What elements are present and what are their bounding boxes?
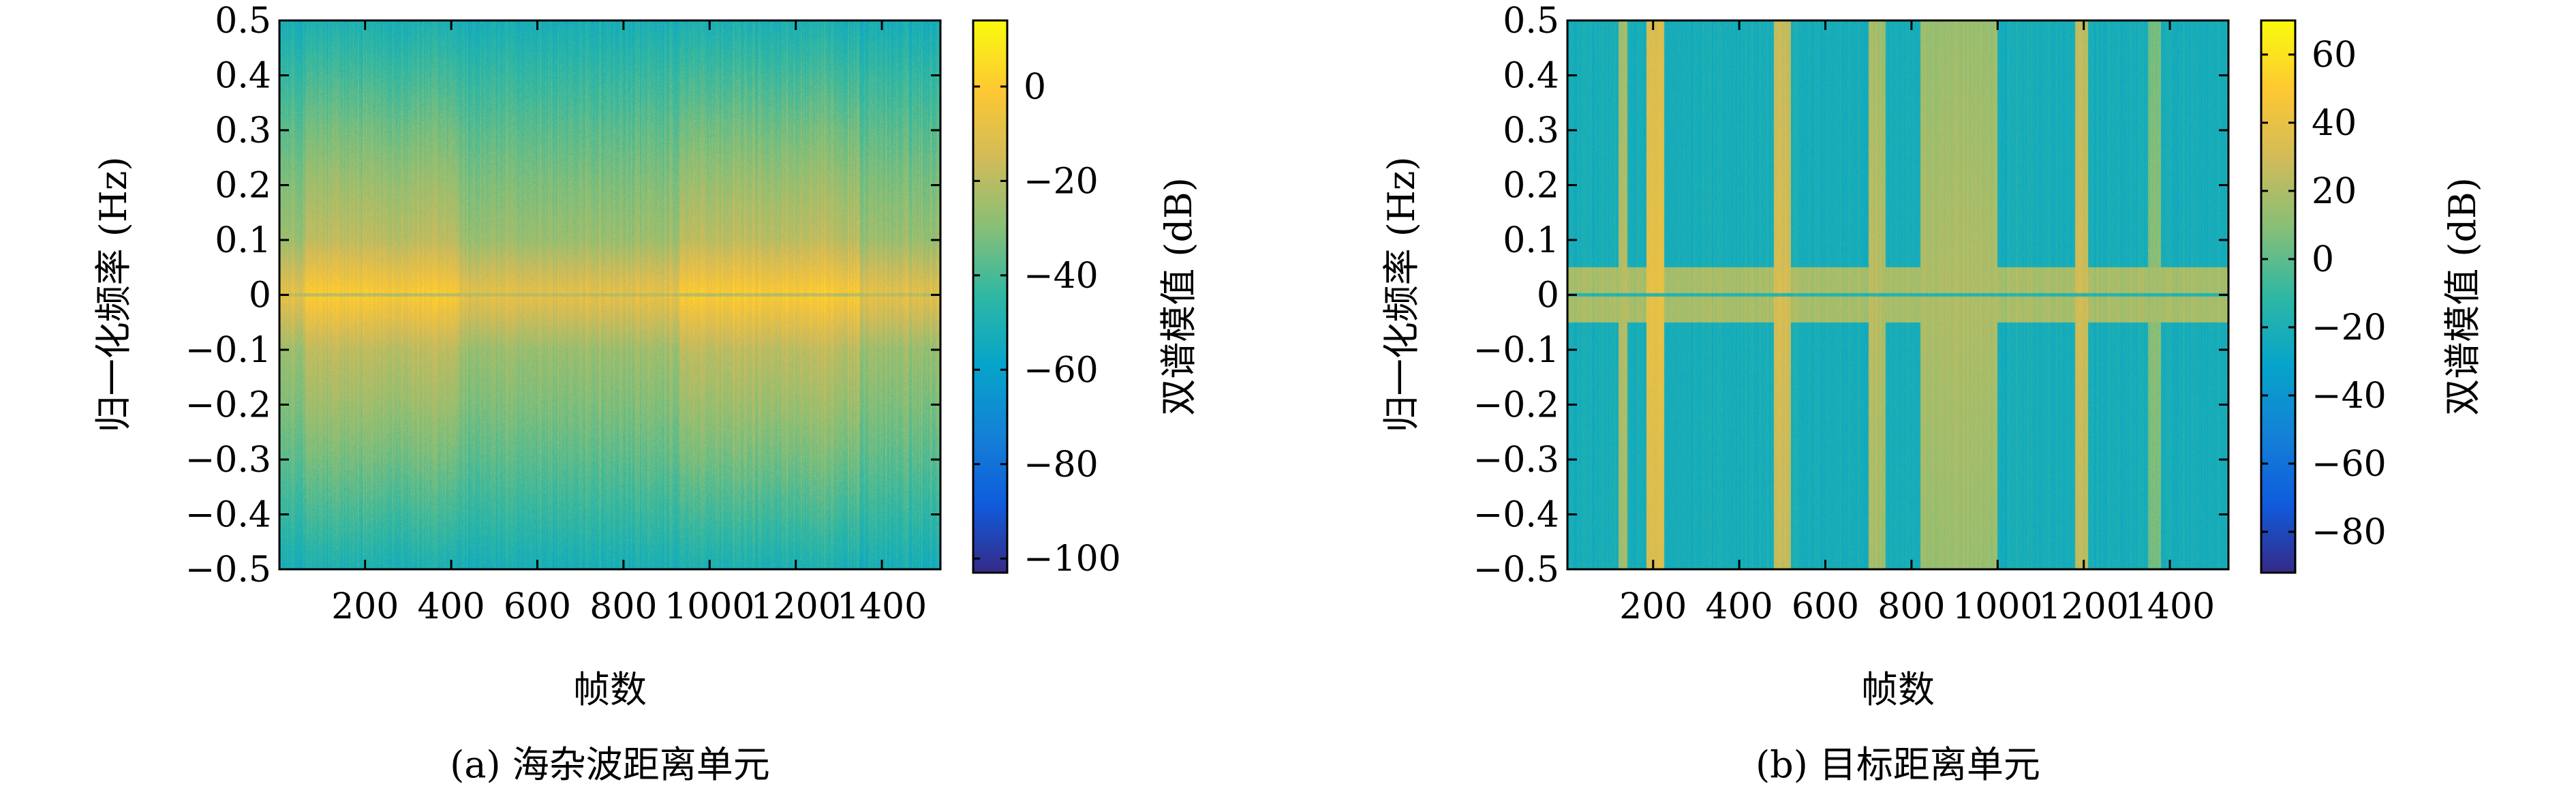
panel-a-y-axis: 0.5 0.4 0.3 0.2 0.1 0 −0.1 −0.2 −0.3 −0.4 −0.5 [185,1,940,590]
x-tick-label: 1200 [751,586,841,627]
y-tick-label: 0.4 [215,56,271,97]
panel-a-heatmap-container [279,20,940,569]
y-tick-label: 0 [1537,275,1559,316]
x-tick-label: 600 [1792,586,1859,627]
panel-a-colorbar [972,19,1009,574]
panel-b-y-axis-label: 归一化频率 (Hz) [1380,157,1423,433]
colorbar-tick-label: 60 [2312,35,2357,76]
panel-b-colorbar-ticks: 60 40 20 0 −20 −40 −60 −80 [2261,35,2387,553]
y-tick-label: −0.4 [1473,495,1559,536]
y-tick-label: −0.2 [1473,385,1559,426]
y-tick-label: −0.5 [1473,550,1559,590]
y-tick-label: −0.1 [185,330,271,371]
panel-a-x-axis-label: 帧数 [573,668,647,711]
panel-b-heatmap [1567,20,2228,569]
panel-a-colorbar-ticks: 0 −20 −40 −60 −80 −100 [973,67,1121,580]
y-tick-label: −0.2 [185,385,271,426]
x-tick-label: 1400 [837,586,927,627]
x-tick-label: 400 [418,586,485,627]
x-tick-label: 1000 [1952,586,2042,627]
colorbar-tick-label: −40 [2312,376,2387,417]
colorbar-tick-label: −20 [2312,307,2387,348]
colorbar-tick-label: −80 [2312,512,2387,553]
colorbar-tick-label: 0 [2312,239,2334,280]
panel-b-colorbar [2260,19,2297,574]
colorbar-tick-label: −40 [1024,256,1099,297]
y-tick-label: 0.5 [215,1,271,42]
x-tick-label: 600 [504,586,571,627]
y-tick-label: −0.1 [1473,330,1559,371]
panel-b-x-axis-label: 帧数 [1861,668,1935,711]
y-tick-label: 0.3 [215,110,271,151]
colorbar-tick-label: 20 [2312,171,2357,212]
x-tick-label: 1000 [664,586,754,627]
y-tick-label: −0.3 [185,440,271,481]
x-tick-label: 1400 [2125,586,2215,627]
y-tick-label: 0.1 [1503,220,1559,261]
panel-b-colorbar-label: 双谱模值 (dB) [2441,177,2484,416]
y-tick-label: 0.5 [1503,1,1559,42]
colorbar-tick-label: 0 [1024,67,1046,108]
x-tick-label: 1200 [2039,586,2129,627]
colorbar-tick-label: −100 [1024,539,1121,580]
y-tick-label: 0.1 [215,220,271,261]
y-tick-label: 0.3 [1503,110,1559,151]
panel-b-heatmap-container [1567,20,2228,569]
x-tick-label: 800 [589,586,657,627]
colorbar-tick-label: 40 [2312,103,2357,144]
x-tick-label: 200 [1619,586,1687,627]
x-tick-label: 400 [1706,586,1773,627]
y-tick-label: 0.4 [1503,56,1559,97]
colorbar-tick-label: −60 [1024,350,1099,391]
colorbar-tick-label: −60 [2312,444,2387,485]
colorbar-tick-label: −20 [1024,161,1099,202]
y-tick-label: 0 [249,275,271,316]
panel-a-heatmap [279,20,940,569]
panel-b-caption: (b) 目标距离单元 [1755,743,2040,786]
y-tick-label: 0.2 [1503,166,1559,207]
x-tick-label: 800 [1877,586,1945,627]
y-tick-label: −0.4 [185,495,271,536]
panel-a-colorbar-label: 双谱模值 (dB) [1157,177,1200,416]
x-tick-label: 200 [331,586,399,627]
colorbar-tick-label: −80 [1024,445,1099,485]
panel-a-sea-clutter: 0.5 0.4 0.3 0.2 0.1 0 −0.1 −0.2 −0.3 −0.4 −0.5 200… [92,1,1200,786]
panel-b-y-axis: 0.5 0.4 0.3 0.2 0.1 0 −0.1 −0.2 −0.3 −0.4 −0.5 [1473,1,2228,590]
y-tick-label: −0.5 [185,550,271,590]
panel-b-target: 0.50.40.30.20.10−0.1−0.2−0.3−0.4−0.5 200… [1380,1,2484,786]
panel-a-caption: (a) 海杂波距离单元 [450,743,770,786]
y-tick-label: 0.2 [215,166,271,207]
panel-a-y-axis-label: 归一化频率 (Hz) [92,157,135,433]
y-tick-label: −0.3 [1473,440,1559,481]
